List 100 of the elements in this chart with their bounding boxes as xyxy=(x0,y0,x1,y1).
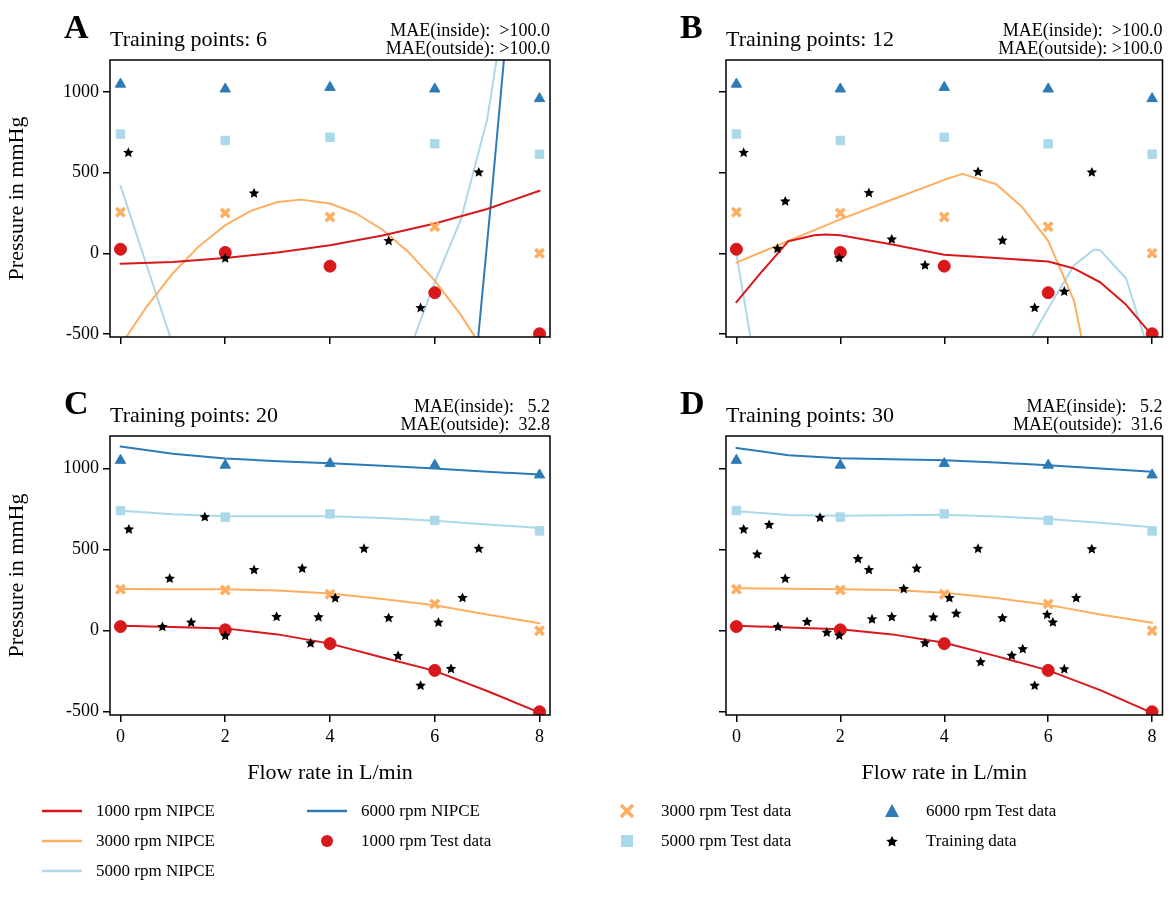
y-tick-label: 0 xyxy=(90,619,99,640)
x-tick-label: 6 xyxy=(1043,725,1053,746)
text: MAE(inside): >100.0 xyxy=(1002,20,1163,41)
point xyxy=(928,611,939,622)
point xyxy=(1047,616,1059,627)
point xyxy=(1147,149,1157,159)
point xyxy=(975,656,986,667)
point xyxy=(324,80,336,91)
point xyxy=(944,592,955,603)
x-tick-label: 4 xyxy=(325,725,335,746)
point xyxy=(533,92,546,103)
point xyxy=(834,458,847,469)
point xyxy=(814,512,826,523)
point xyxy=(911,563,922,573)
point xyxy=(473,543,484,554)
y-tick-label: 500 xyxy=(72,161,99,182)
point xyxy=(113,242,127,256)
point xyxy=(114,206,127,219)
point xyxy=(428,220,441,233)
point xyxy=(801,616,813,627)
point xyxy=(383,612,394,623)
point xyxy=(738,147,749,158)
point xyxy=(358,543,370,554)
point xyxy=(534,526,545,536)
point xyxy=(1041,286,1055,300)
point xyxy=(950,608,962,619)
chart-title: Training points: 30 xyxy=(726,402,894,427)
point xyxy=(834,584,847,597)
point xyxy=(123,147,134,158)
point xyxy=(457,592,468,603)
point xyxy=(164,573,175,584)
legend-label: 3000 rpm Test data xyxy=(661,801,792,821)
point xyxy=(429,82,441,93)
point xyxy=(1059,286,1070,297)
point xyxy=(1041,609,1053,620)
point xyxy=(1086,166,1098,177)
point xyxy=(751,548,763,559)
y-axis-title: Pressure in mmHg xyxy=(2,493,28,658)
point xyxy=(1147,526,1157,536)
y-tick-label: 500 xyxy=(72,538,99,559)
point xyxy=(1041,663,1055,677)
point xyxy=(772,243,783,254)
point xyxy=(219,584,232,597)
point xyxy=(199,511,211,522)
text: MAE(inside): 5.2 xyxy=(414,396,550,417)
point xyxy=(430,139,440,149)
point xyxy=(780,573,791,584)
point xyxy=(1059,663,1070,674)
point xyxy=(821,627,833,638)
point xyxy=(220,512,230,522)
point xyxy=(325,509,335,519)
point xyxy=(271,611,282,622)
point xyxy=(738,523,749,534)
point xyxy=(729,620,743,634)
legend-label: 1000 rpm NIPCE xyxy=(96,801,215,821)
point xyxy=(1145,327,1159,337)
point xyxy=(392,650,404,661)
point xyxy=(123,523,135,534)
point xyxy=(1042,82,1054,93)
y-tick-label: -500 xyxy=(66,700,99,721)
point xyxy=(430,515,440,526)
point xyxy=(937,259,951,273)
point xyxy=(305,637,316,648)
point xyxy=(473,166,484,177)
point xyxy=(1006,650,1018,661)
point xyxy=(248,187,260,198)
point xyxy=(731,505,742,516)
legend-label: Training data xyxy=(926,831,1017,851)
text: B xyxy=(680,8,703,45)
point xyxy=(919,637,931,648)
x-axis-title: Flow rate in L/min xyxy=(247,758,413,784)
text: A xyxy=(64,8,89,45)
point xyxy=(113,620,127,634)
point xyxy=(780,195,791,206)
y-tick-label: 1000 xyxy=(63,457,99,478)
point xyxy=(729,242,743,256)
point xyxy=(763,519,775,530)
point xyxy=(866,613,878,624)
point xyxy=(1042,458,1054,469)
point xyxy=(534,149,545,159)
point xyxy=(863,564,875,575)
text: D xyxy=(680,384,705,421)
point xyxy=(323,259,337,273)
point xyxy=(863,187,875,198)
point xyxy=(997,612,1008,623)
point xyxy=(323,637,337,651)
x-tick-label: 4 xyxy=(939,725,949,746)
point xyxy=(428,597,441,610)
point xyxy=(1029,302,1040,313)
legend-label: 1000 rpm Test data xyxy=(361,831,492,851)
point xyxy=(220,252,231,263)
point xyxy=(220,135,230,146)
point xyxy=(1017,643,1028,654)
point xyxy=(730,583,743,596)
text: MAE(inside): 5.2 xyxy=(1026,396,1163,417)
point xyxy=(919,259,931,270)
x-tick-label: 0 xyxy=(731,725,741,746)
point xyxy=(1146,468,1158,479)
point xyxy=(313,611,324,622)
chart-title: Training points: 12 xyxy=(726,26,894,51)
